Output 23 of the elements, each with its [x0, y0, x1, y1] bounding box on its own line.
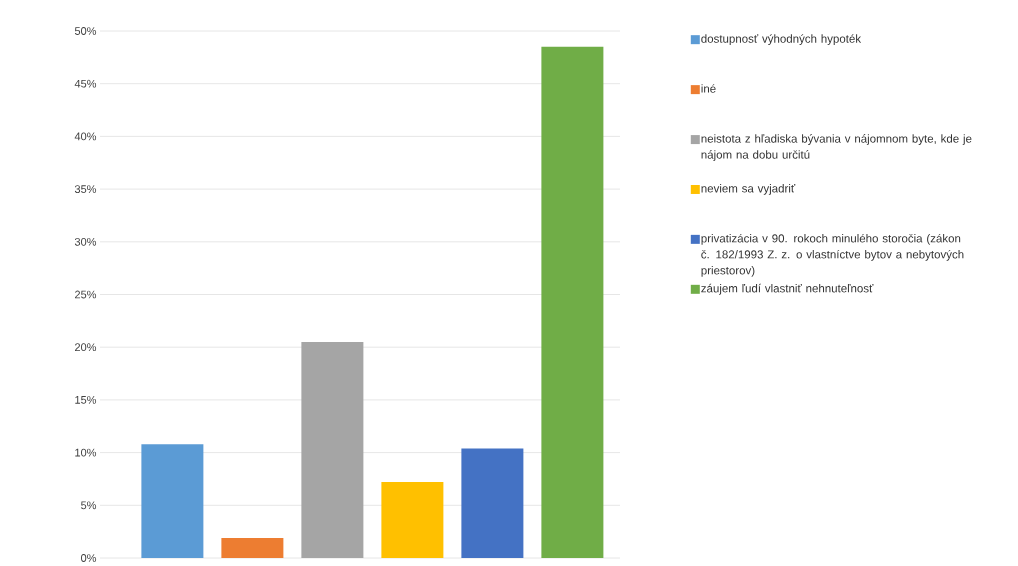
bar	[541, 46, 604, 558]
bar	[221, 537, 284, 558]
y-tick-label: 40%	[74, 132, 97, 141]
bar	[461, 448, 524, 558]
legend-label: privatizácia v 90. rokoch minulého storočia (zákon č. 182/1993 Z. z. o vlastníctve bytov a nebytových priestorov)	[701, 233, 964, 277]
y-tick-label: 50%	[74, 27, 97, 35]
legend-label: dostupnosť výhodných hypoték	[701, 34, 862, 46]
bar	[301, 341, 364, 558]
legend-label: iné	[701, 84, 716, 93]
y-tick-label: 25%	[75, 290, 97, 299]
y-tick-label: 45%	[74, 79, 97, 88]
y-tick-label: 30%	[74, 237, 97, 246]
bar	[381, 482, 444, 558]
y-tick-label: 5%	[81, 501, 97, 510]
y-tick-label: 0%	[81, 554, 97, 562]
bar	[141, 444, 204, 558]
legend-label: neistota z hľadiska bývania v nájomnom byte, kde je nájom na dobu určitú	[701, 134, 972, 161]
y-tick-label: 20%	[75, 343, 97, 352]
y-tick-label: 35%	[74, 185, 97, 193]
legend-label: záujem ľudí vlastniť nehnuteľnosť	[701, 283, 874, 295]
legend-label: neviem sa vyjadriť	[701, 184, 796, 195]
y-tick-label: 15%	[75, 396, 97, 404]
y-tick-label: 10%	[75, 448, 97, 457]
